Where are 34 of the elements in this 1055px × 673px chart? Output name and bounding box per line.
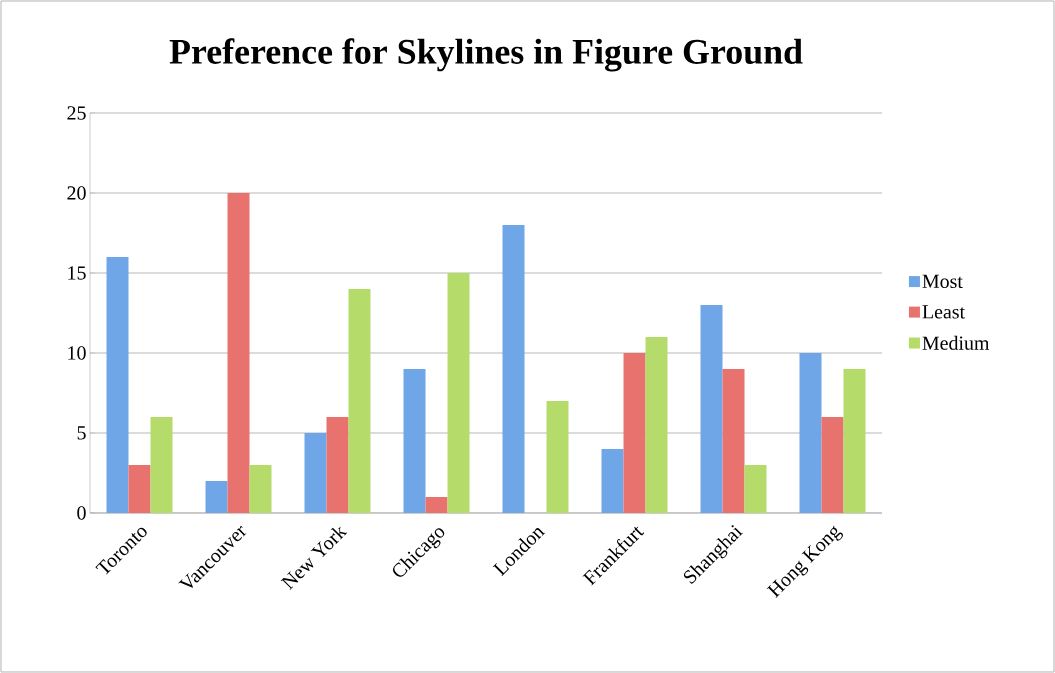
bar (601, 448, 624, 513)
chart-title: Preference for Skylines in Figure Ground (169, 38, 803, 72)
bar (843, 368, 866, 513)
y-tick-label: 15 (68, 266, 86, 280)
bar (447, 272, 470, 513)
bar (227, 192, 250, 513)
bar (106, 256, 129, 513)
bar (403, 368, 426, 513)
legend-label: Medium (922, 335, 990, 350)
bar (304, 432, 327, 513)
bar (722, 368, 745, 513)
bar (821, 416, 844, 513)
bar (546, 400, 569, 513)
y-tick-label: 10 (68, 346, 86, 360)
bar (623, 352, 646, 513)
bar (205, 480, 228, 513)
bar (150, 416, 173, 513)
bar (700, 304, 723, 513)
bar (128, 464, 151, 513)
legend-label: Most (922, 274, 963, 289)
x-tick-label: New York (280, 526, 348, 590)
bar (249, 464, 272, 513)
y-tick-label: 20 (67, 186, 86, 200)
bar (502, 224, 525, 513)
bar (425, 496, 448, 513)
y-tick-label: 5 (77, 426, 86, 440)
y-tick-label: 25 (67, 106, 86, 120)
legend-label: Least (922, 305, 965, 319)
bar (744, 464, 767, 513)
bar (645, 336, 668, 513)
bar (326, 416, 349, 513)
y-tick-label: 0 (77, 506, 86, 520)
bar (348, 288, 371, 513)
bar (799, 352, 822, 513)
